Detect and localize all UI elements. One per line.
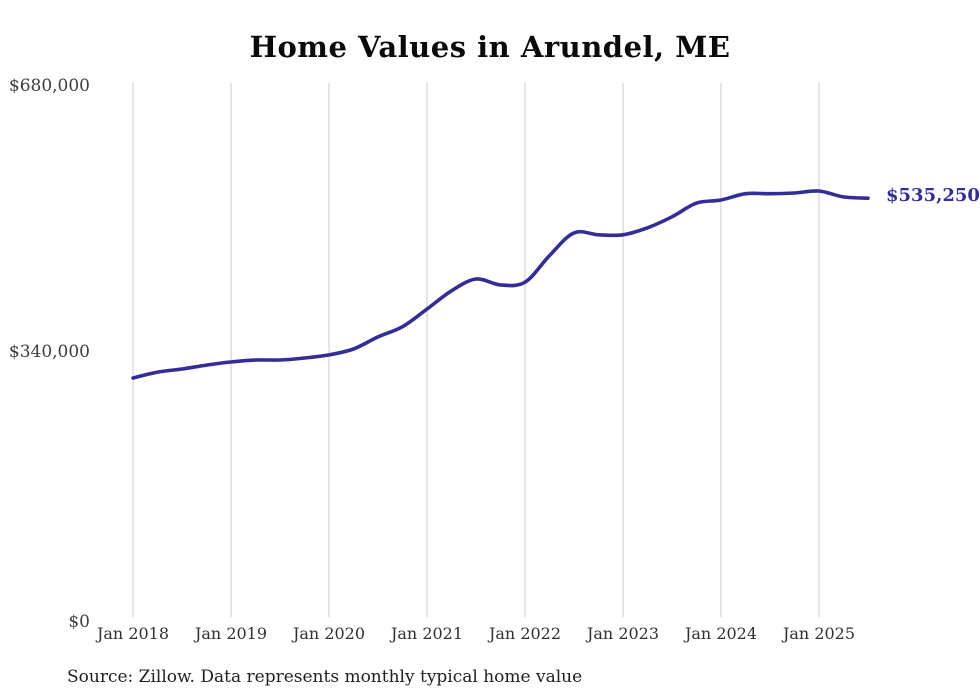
x-axis-tick-label: Jan 2021: [390, 624, 464, 643]
source-note: Source: Zillow. Data represents monthly …: [67, 667, 583, 687]
chart-title: Home Values in Arundel, ME: [249, 30, 731, 64]
y-axis-tick-label: $680,000: [8, 76, 90, 96]
x-axis-tick-label: Jan 2024: [684, 624, 758, 643]
y-axis-tick-label: $340,000: [8, 342, 90, 362]
x-axis-tick-label: Jan 2022: [488, 624, 562, 643]
x-axis-tick-label: Jan 2019: [194, 624, 268, 643]
latest-value-label: $535,250: [886, 185, 980, 206]
y-axis-tick-label: $0: [68, 612, 90, 632]
home-value-line: [131, 189, 870, 380]
x-axis-tick-label: Jan 2020: [292, 624, 366, 643]
x-axis-tick-label: Jan 2023: [586, 624, 660, 643]
x-axis-tick-label: Jan 2025: [782, 624, 856, 643]
x-axis-tick-label: Jan 2018: [96, 624, 170, 643]
